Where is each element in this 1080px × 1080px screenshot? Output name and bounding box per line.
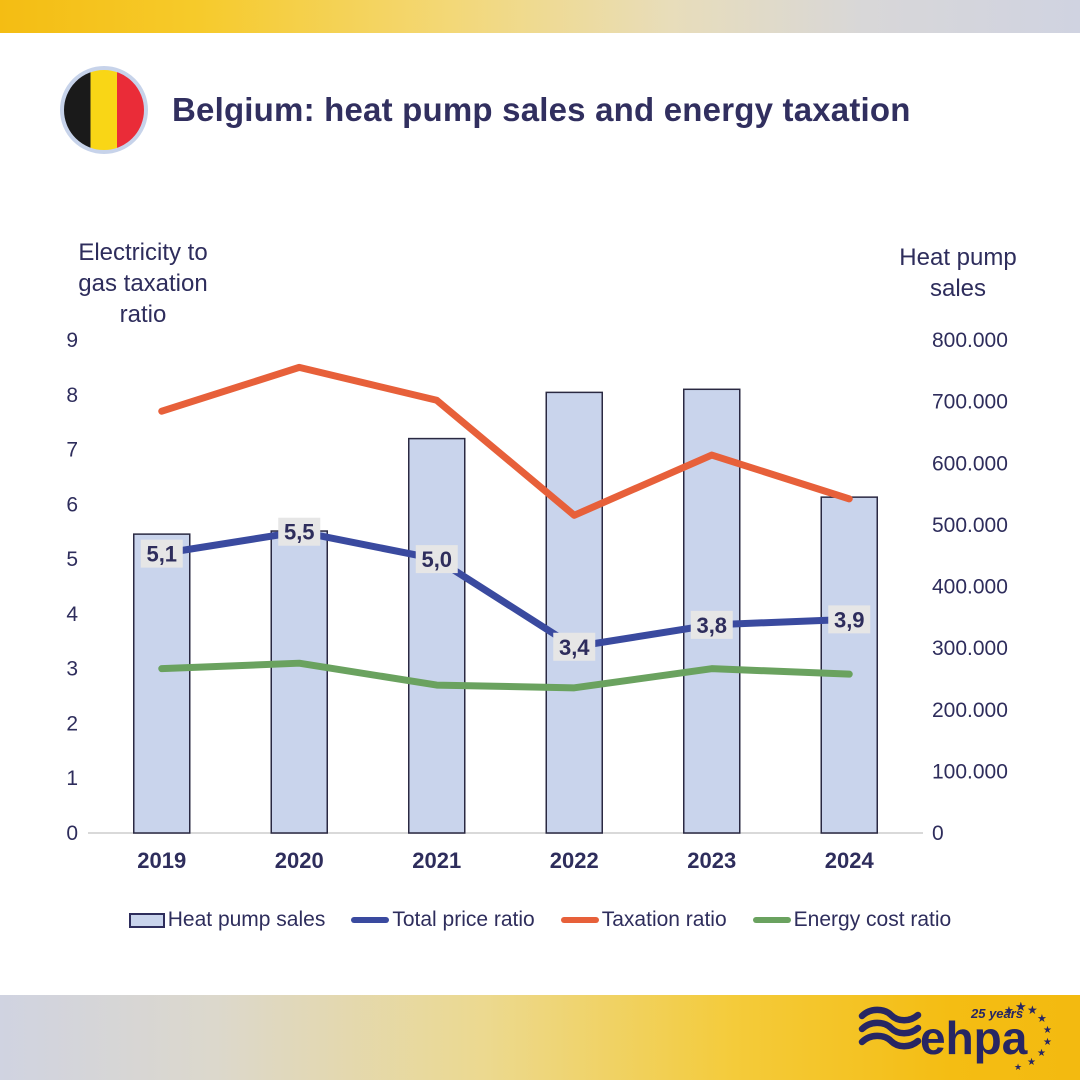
bar-2022	[545, 391, 603, 834]
left-axis-tick-label: 8	[66, 384, 78, 407]
point-label-box	[278, 517, 321, 546]
left-axis-tick-label: 5	[66, 548, 78, 571]
legend-label: Total price ratio	[392, 908, 535, 931]
legend-item-total-price-ratio: Total price ratio	[351, 908, 535, 932]
bar-2021	[408, 437, 466, 834]
bottom-gradient-band	[0, 995, 1080, 1080]
svg-text:★: ★	[1043, 1025, 1052, 1036]
svg-text:★: ★	[1004, 1004, 1014, 1017]
ehpa-badge-text: 25 years	[970, 1006, 1023, 1021]
right-axis-title: Heat pump sales	[899, 244, 1017, 302]
point-label-box	[415, 545, 458, 574]
right-axis-tick-label: 500.000	[932, 514, 1008, 537]
legend-label: Heat pump sales	[167, 908, 326, 931]
legend-item-heat-pump-sales: Heat pump sales	[128, 908, 326, 932]
year-label: 2019	[137, 848, 186, 873]
legend-label: Energy cost ratio	[793, 908, 952, 931]
top-gradient-band	[0, 0, 1080, 33]
left-axis-title: Electricity to gas taxation ratio	[78, 239, 208, 328]
right-axis-tick-label: 0	[932, 822, 944, 845]
right-axis-tick-label: 100.000	[932, 760, 1008, 783]
ehpa-logo-graphic: ehpa 25 years ★ ★ ★ ★ ★ ★ ★ ★ ★	[858, 1000, 1052, 1073]
header: Belgium: heat pump sales and energy taxa…	[60, 66, 911, 154]
right-axis-tick-label: 800.000	[932, 329, 1008, 352]
ehpa-stars-icon: ★ ★ ★ ★ ★ ★ ★ ★ ★	[1004, 1000, 1052, 1073]
svg-text:★: ★	[1043, 1037, 1052, 1048]
left-axis-tick-label: 6	[66, 493, 78, 516]
year-label: 2024	[825, 848, 875, 873]
right-axis-tick-label: 200.000	[932, 699, 1008, 722]
point-label-box	[140, 539, 183, 568]
left-axis-tick-label: 3	[66, 658, 78, 681]
point-label-box	[553, 632, 596, 661]
left-axis-tick-label: 0	[66, 822, 78, 845]
left-axis-tick-label: 9	[66, 329, 78, 352]
right-axis-tick-label: 600.000	[932, 452, 1008, 475]
ehpa-waves-icon	[858, 1006, 922, 1050]
left-axis-tick-label: 2	[66, 712, 78, 735]
legend-item-taxation-ratio: Taxation ratio	[560, 908, 727, 932]
legend-bar-swatch-icon	[128, 912, 165, 928]
line-total-price-ratio	[158, 528, 853, 651]
legend-line-swatch-icon	[351, 917, 390, 923]
right-axis-tick-label: 700.000	[932, 391, 1008, 414]
bar-2019	[133, 533, 191, 834]
left-axis-tick-label: 7	[66, 439, 78, 462]
point-label: 5,1	[146, 542, 177, 567]
svg-text:★: ★	[1027, 1057, 1036, 1068]
ehpa-logo-text: ehpa	[920, 1012, 1028, 1064]
legend-item-energy-cost-ratio: Energy cost ratio	[752, 908, 952, 932]
point-label: 3,8	[696, 613, 727, 638]
chart-legend: Heat pump sales Total price ratio Taxation…	[0, 908, 1080, 932]
point-label-box	[828, 605, 871, 634]
bar-2020	[270, 530, 328, 834]
line-taxation-ratio	[158, 363, 853, 519]
point-label: 3,9	[834, 607, 865, 632]
point-label-box	[690, 610, 733, 639]
page-title: Belgium: heat pump sales and energy taxa…	[172, 91, 911, 128]
svg-text:★: ★	[1037, 1012, 1047, 1025]
left-axis-tick-label: 4	[66, 603, 78, 626]
right-axis-tick-label: 400.000	[932, 576, 1008, 599]
point-label: 3,4	[559, 635, 590, 660]
svg-text:★: ★	[1027, 1003, 1038, 1017]
year-label: 2020	[275, 848, 324, 873]
year-label: 2023	[687, 848, 736, 873]
year-label: 2021	[412, 848, 461, 873]
legend-line-swatch-icon	[752, 917, 791, 923]
legend-line-swatch-icon	[560, 917, 599, 923]
legend-label: Taxation ratio	[601, 908, 727, 931]
svg-text:★: ★	[1014, 1063, 1022, 1073]
svg-text:★: ★	[1015, 1002, 1027, 1015]
point-label: 5,5	[284, 520, 315, 545]
belgium-flag-icon	[60, 66, 148, 154]
svg-text:★: ★	[1037, 1048, 1046, 1059]
point-label: 5,0	[421, 547, 452, 572]
bar-2024	[820, 496, 878, 834]
year-label: 2022	[550, 848, 599, 873]
right-axis-tick-label: 300.000	[932, 637, 1008, 660]
line-energy-cost-ratio	[158, 659, 853, 692]
ehpa-logo: ehpa 25 years ★ ★ ★ ★ ★ ★ ★ ★ ★	[858, 1000, 1054, 1079]
left-axis-tick-label: 1	[66, 767, 78, 790]
